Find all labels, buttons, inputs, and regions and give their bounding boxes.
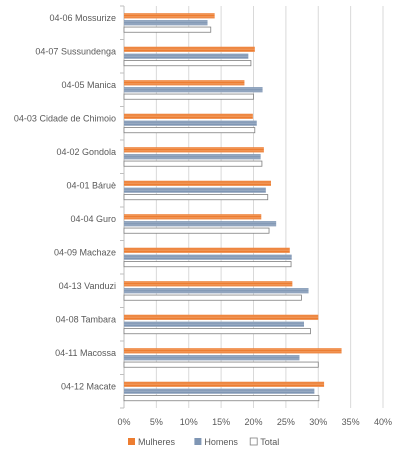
- bar-homens: [124, 120, 257, 126]
- bar-total: [123, 160, 263, 167]
- category-label: 04-12 Macate: [61, 381, 116, 391]
- x-tick-label: 40%: [374, 417, 392, 427]
- bar-total: [123, 60, 252, 67]
- bar-homens: [124, 154, 261, 160]
- bar-homens: [124, 388, 315, 394]
- category-label: 04-08 Tambara: [56, 314, 116, 324]
- bar-mulheres: [124, 348, 342, 354]
- category-label: 04-09 Machaze: [54, 247, 116, 257]
- bar-mulheres: [124, 180, 271, 186]
- bar-mulheres: [124, 314, 319, 320]
- x-tick-label: 5%: [150, 417, 163, 427]
- bar-homens: [124, 321, 305, 327]
- category-label: 04-06 Mossurize: [49, 13, 116, 23]
- bar-homens: [124, 254, 292, 260]
- x-tick-label: 30%: [309, 417, 327, 427]
- bar-mulheres: [124, 113, 253, 119]
- bar-total: [123, 328, 311, 335]
- legend-swatch: [128, 438, 135, 445]
- category-label: 04-05 Manica: [61, 80, 116, 90]
- bar-mulheres: [124, 147, 264, 153]
- bar-mulheres: [124, 80, 245, 86]
- bar-total: [123, 127, 256, 134]
- bar-total: [123, 93, 254, 100]
- x-tick-label: 20%: [244, 417, 262, 427]
- legend-label: Mulheres: [138, 437, 176, 447]
- x-tick-label: 10%: [180, 417, 198, 427]
- bar-homens: [124, 20, 208, 26]
- x-tick-label: 15%: [212, 417, 230, 427]
- bar-homens: [124, 221, 277, 227]
- bar-homens: [124, 355, 300, 361]
- bar-homens: [124, 187, 266, 193]
- bar-total: [123, 294, 302, 301]
- bar-mulheres: [124, 214, 262, 220]
- x-tick-label: 25%: [277, 417, 295, 427]
- bar-mulheres: [124, 281, 293, 287]
- category-label: 04-03 Cidade de Chimoio: [14, 113, 116, 123]
- category-label: 04-04 Guro: [70, 214, 116, 224]
- category-label: 04-01 Báruè: [66, 180, 116, 190]
- bar-homens: [124, 288, 309, 294]
- legend-label: Total: [260, 437, 279, 447]
- bar-total: [123, 194, 269, 201]
- category-label: 04-13 Vanduzi: [59, 281, 116, 291]
- bar-homens: [124, 87, 263, 93]
- x-tick-label: 35%: [342, 417, 360, 427]
- legend-swatch: [194, 438, 202, 445]
- bar-mulheres: [124, 13, 215, 19]
- legend-label: Homens: [204, 437, 238, 447]
- category-label: 04-11 Macossa: [55, 348, 116, 358]
- bar-total: [123, 361, 319, 368]
- bar-mulheres: [124, 46, 255, 52]
- bar-total: [123, 26, 212, 33]
- legend-swatch: [249, 437, 258, 446]
- bar-total: [123, 261, 292, 268]
- category-label: 04-07 Sussundenga: [35, 46, 116, 56]
- x-tick-label: 0%: [117, 417, 130, 427]
- category-label: 04-02 Gondola: [56, 147, 116, 157]
- bar-total: [123, 395, 320, 402]
- bar-total: [123, 227, 270, 234]
- bar-homens: [124, 53, 249, 59]
- bar-mulheres: [124, 247, 290, 253]
- bar-mulheres: [124, 381, 325, 387]
